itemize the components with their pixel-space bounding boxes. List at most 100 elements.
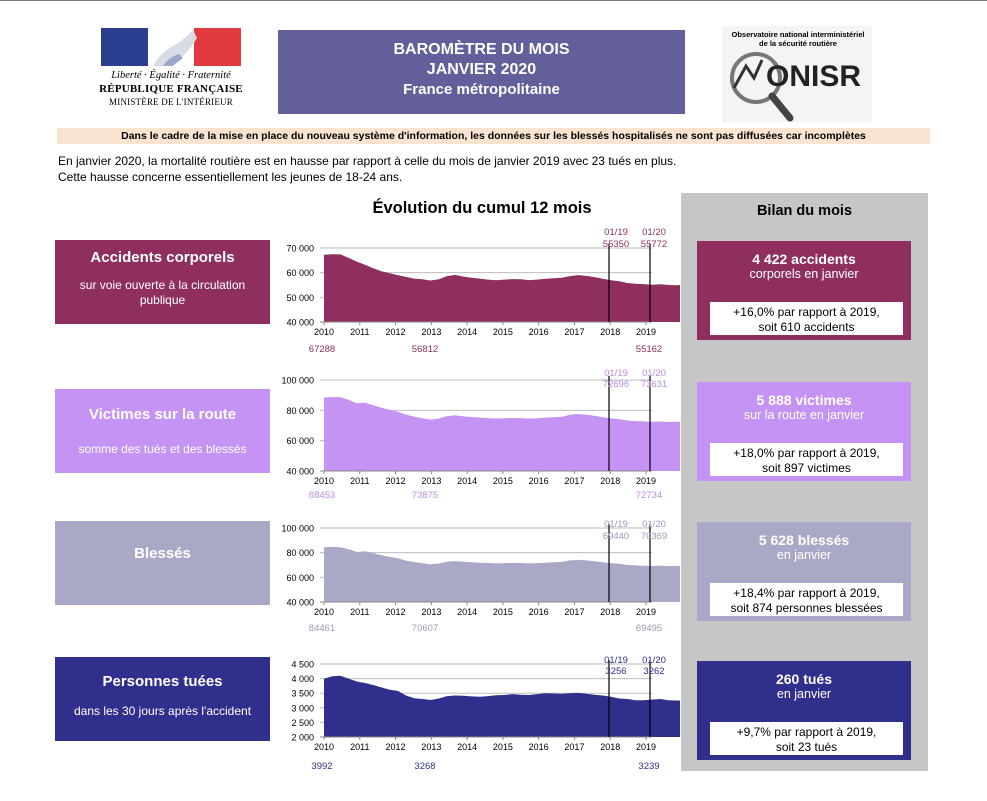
page-period: JANVIER 2020 [426, 61, 537, 78]
x-tick-label: 2014 [457, 327, 477, 337]
category-accidents: Accidents corporels sur voie ouverte à l… [55, 240, 270, 324]
start-value-label: 67288 [309, 344, 335, 355]
category-victimes: Victimes sur la route somme des tués et … [55, 389, 270, 473]
category-name: Blessés [134, 545, 191, 562]
y-tick-label: 70 000 [286, 244, 314, 254]
x-tick-label: 2012 [386, 742, 406, 752]
x-tick-label: 2017 [564, 327, 584, 337]
x-tick-label: 2011 [350, 742, 369, 752]
x-tick-label: 2014 [457, 607, 477, 617]
page-region: France métropolitaine [403, 81, 560, 98]
x-tick-label: 2018 [600, 742, 620, 752]
result-blesses: 5 628 blessés en janvier +18,4% par rapp… [697, 522, 911, 621]
result-tues: 260 tués en janvier +9,7% par rapport à … [697, 661, 911, 760]
category-name: Personnes tuées [102, 673, 223, 690]
area-series [324, 254, 680, 322]
category-subtitle: somme des tués et des blessés [78, 442, 247, 456]
result-comparison: +16,0% par rapport à 2019, soit 610 acci… [710, 302, 903, 335]
republic-motto: Liberté · Égalité · Fraternité [111, 70, 231, 81]
page-title-box: BAROMÈTRE DU MOIS JANVIER 2020 France mé… [278, 30, 685, 114]
x-tick-label: 2015 [493, 327, 513, 337]
bilan-title: Bilan du mois [756, 203, 853, 219]
result-subtitle: en janvier [776, 548, 832, 562]
chart-victimes: 40 000 60 000 80 000 100 000 2010 2011 2012 201… [281, 368, 680, 501]
x-tick-label: 2011 [350, 476, 369, 486]
result-count: 5 888 victimes [756, 392, 852, 408]
chart-blesses: 40 000 60 000 80 000 100 000 2010 2011 2012 201… [281, 519, 680, 634]
x-tick-label: 2012 [386, 327, 406, 337]
onisr-line2: de la sécurité routière [759, 39, 837, 48]
x-tick-label: 2016 [529, 476, 549, 486]
comparison-line-2: soit 23 tués [775, 739, 838, 754]
y-tick-label: 40 000 [286, 467, 314, 477]
marker-label-0119: 01/19 [604, 655, 628, 666]
ministry-name: MINISTÈRE DE L'INTÉRIEUR [109, 97, 233, 107]
chart-accidents: 40 000 50 000 60 000 70 000 2010 2011 2012 2013… [286, 227, 680, 355]
x-tick-label: 2016 [529, 742, 549, 752]
top-border [0, 0, 987, 1]
x-tick-label: 2012 [386, 607, 406, 617]
x-tick-label: 2012 [386, 476, 406, 486]
y-tick-label: 2 500 [291, 718, 314, 728]
x-tick-label: 2018 [600, 327, 620, 337]
end-value-label: 55162 [636, 344, 662, 355]
x-tick-label: 2011 [350, 327, 369, 337]
result-comparison: +9,7% par rapport à 2019, soit 23 tués [710, 722, 903, 755]
marker-value-0120: 73631 [641, 379, 667, 390]
onisr-line1: Observatoire national interministériel [731, 30, 865, 39]
marker-label-0120: 01/20 [642, 227, 666, 238]
marker-label-0119: 01/19 [604, 519, 628, 530]
comparison-line-2: soit 897 victimes [762, 460, 851, 475]
x-tick-label: 2013 [421, 742, 441, 752]
x-tick-label: 2010 [314, 476, 334, 486]
category-name: Accidents corporels [90, 249, 235, 266]
marker-value-0119: 55350 [603, 239, 629, 250]
result-comparison: +18,0% par rapport à 2019, soit 897 vict… [710, 443, 903, 476]
x-tick-label: 2010 [314, 327, 334, 337]
y-tick-label: 60 000 [286, 436, 314, 446]
chart-tues: 2 000 2 500 3 000 3 500 4 000 4 500 2010 2011 20… [291, 655, 680, 772]
marker-value-0120: 70369 [641, 531, 667, 542]
marker-value-0119: 72696 [603, 379, 629, 390]
x-tick-label: 2015 [493, 607, 513, 617]
y-tick-label: 60 000 [286, 573, 314, 583]
y-tick-label: 50 000 [286, 293, 314, 303]
x-tick-label: 2017 [564, 742, 584, 752]
category-blesses: Blessés [55, 521, 270, 605]
x-tick-label: 2016 [529, 327, 549, 337]
marker-label-0120: 01/20 [642, 655, 666, 666]
category-subtitle: sur voie ouverte à la circulation publiq… [79, 278, 246, 307]
y-tick-label: 80 000 [286, 406, 314, 416]
marianne-flag-icon [101, 28, 241, 66]
x-tick-label: 2013 [421, 607, 441, 617]
result-count: 260 tués [775, 671, 833, 687]
x-tick-label: 2019 [636, 607, 656, 617]
marker-value-0119: 69440 [603, 531, 629, 542]
mid-value-label: 70607 [412, 623, 438, 634]
marker-label-0120: 01/20 [642, 368, 666, 379]
category-name: Victimes sur la route [88, 406, 237, 423]
comparison-line-2: soit 874 personnes blessées [730, 600, 883, 615]
result-count: 4 422 accidents [752, 251, 856, 267]
x-tick-label: 2014 [457, 742, 477, 752]
category-tues: Personnes tuées dans les 30 jours après … [55, 657, 270, 741]
x-tick-label: 2016 [529, 607, 549, 617]
comparison-line-1: +18,0% par rapport à 2019, [733, 446, 880, 460]
onisr-logo-text: ONISR [766, 60, 861, 93]
x-tick-label: 2011 [350, 607, 369, 617]
marker-label-0119: 01/19 [604, 227, 628, 238]
page-title: BAROMÈTRE DU MOIS [393, 41, 570, 58]
start-value-label: 88453 [309, 490, 335, 501]
evolution-title: Évolution du cumul 12 mois [372, 199, 592, 217]
y-tick-label: 100 000 [281, 524, 314, 534]
y-tick-label: 100 000 [281, 376, 314, 386]
y-tick-label: 4 000 [291, 674, 314, 684]
category-subtitle: dans les 30 jours après l'accident [73, 704, 252, 718]
result-subtitle: sur la route en janvier [743, 408, 865, 422]
onisr-logo [722, 26, 872, 122]
marker-value-0119: 3256 [605, 666, 626, 677]
marker-value-0120: 55772 [641, 239, 667, 250]
y-tick-label: 2 000 [291, 733, 314, 743]
y-tick-label: 4 500 [291, 660, 314, 670]
x-tick-label: 2019 [636, 327, 656, 337]
